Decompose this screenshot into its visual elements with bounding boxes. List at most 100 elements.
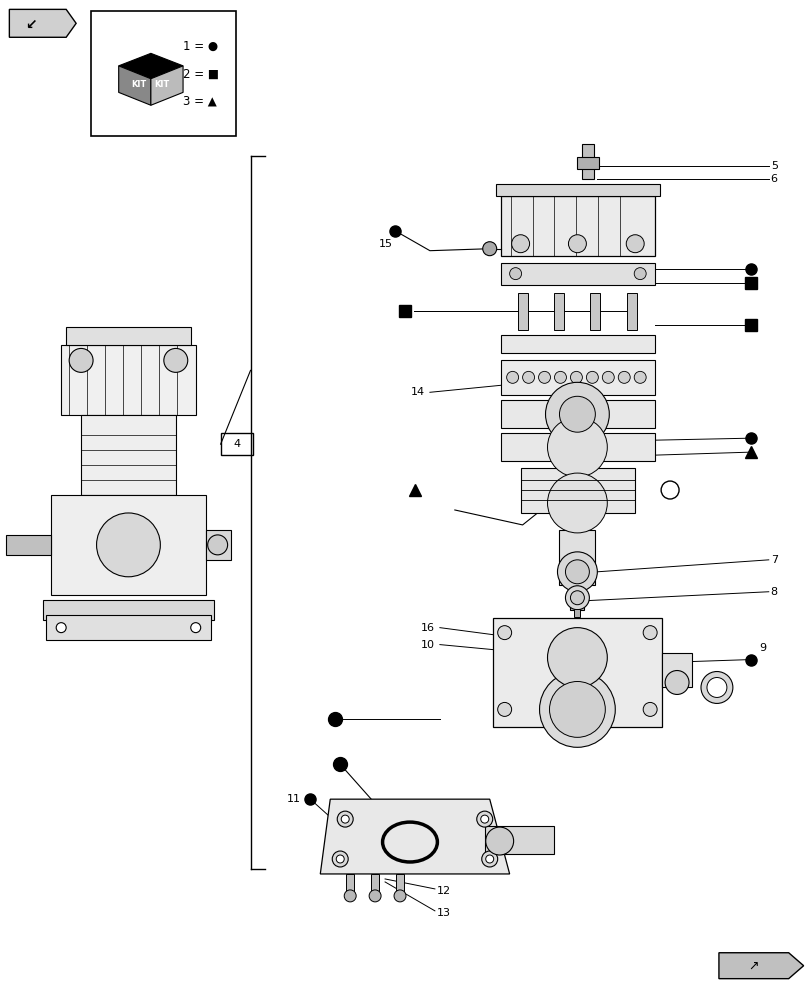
Bar xyxy=(570,592,584,610)
Circle shape xyxy=(481,851,497,867)
Circle shape xyxy=(633,371,646,383)
Circle shape xyxy=(69,348,93,372)
Circle shape xyxy=(485,827,513,855)
Circle shape xyxy=(564,586,589,610)
Text: 14: 14 xyxy=(410,387,424,397)
Circle shape xyxy=(56,623,66,633)
Circle shape xyxy=(337,811,353,827)
Bar xyxy=(51,495,205,595)
Bar xyxy=(554,293,564,330)
Text: 8: 8 xyxy=(770,587,777,597)
Circle shape xyxy=(602,371,614,383)
Bar xyxy=(500,335,654,353)
Bar xyxy=(581,144,594,179)
Polygon shape xyxy=(10,9,76,37)
Text: KIT: KIT xyxy=(131,80,146,89)
Bar xyxy=(661,653,691,687)
Circle shape xyxy=(341,815,349,823)
Circle shape xyxy=(497,626,511,640)
Bar xyxy=(396,874,404,896)
Polygon shape xyxy=(151,66,182,105)
Circle shape xyxy=(570,371,581,383)
Bar xyxy=(46,615,210,640)
Bar xyxy=(371,874,379,896)
Bar xyxy=(573,609,580,617)
Circle shape xyxy=(511,235,529,253)
Text: 9: 9 xyxy=(757,643,765,653)
Bar xyxy=(492,618,661,727)
Bar xyxy=(500,263,654,285)
Text: 16: 16 xyxy=(420,623,435,633)
Bar xyxy=(559,530,594,585)
Bar xyxy=(500,400,654,428)
Circle shape xyxy=(625,235,643,253)
Circle shape xyxy=(547,628,607,687)
Bar xyxy=(61,345,195,415)
Bar xyxy=(517,293,527,330)
Circle shape xyxy=(642,702,656,716)
Polygon shape xyxy=(118,66,151,105)
Text: ↗: ↗ xyxy=(748,959,758,972)
Polygon shape xyxy=(118,53,182,79)
Bar xyxy=(626,293,637,330)
Circle shape xyxy=(554,371,566,383)
Bar xyxy=(590,293,599,330)
Circle shape xyxy=(539,672,615,747)
Circle shape xyxy=(485,855,493,863)
Circle shape xyxy=(557,552,597,592)
Text: 13: 13 xyxy=(436,908,450,918)
Circle shape xyxy=(642,626,656,640)
Text: 7: 7 xyxy=(770,555,777,565)
Bar xyxy=(205,530,230,560)
Circle shape xyxy=(393,890,406,902)
Circle shape xyxy=(509,268,521,280)
Circle shape xyxy=(191,623,200,633)
Circle shape xyxy=(545,382,608,446)
Circle shape xyxy=(538,371,550,383)
Text: 10: 10 xyxy=(420,640,435,650)
Circle shape xyxy=(700,672,732,703)
Circle shape xyxy=(559,396,594,432)
Circle shape xyxy=(586,371,598,383)
Circle shape xyxy=(476,811,492,827)
Bar xyxy=(43,600,213,620)
Text: KIT: KIT xyxy=(154,80,169,89)
Circle shape xyxy=(97,513,160,577)
Circle shape xyxy=(617,371,629,383)
Bar xyxy=(500,360,654,395)
Text: 15: 15 xyxy=(379,239,393,249)
Circle shape xyxy=(336,855,344,863)
Text: ↙: ↙ xyxy=(25,18,37,32)
Bar xyxy=(577,157,599,169)
Bar xyxy=(221,433,252,455)
Circle shape xyxy=(506,371,518,383)
Circle shape xyxy=(208,535,227,555)
Polygon shape xyxy=(320,799,509,874)
Bar xyxy=(81,415,175,495)
Bar xyxy=(484,826,554,854)
Circle shape xyxy=(483,242,496,256)
Circle shape xyxy=(332,851,348,867)
Circle shape xyxy=(706,678,726,697)
Circle shape xyxy=(369,890,380,902)
Bar xyxy=(520,468,634,513)
Text: 6: 6 xyxy=(770,174,777,184)
Circle shape xyxy=(164,348,187,372)
Circle shape xyxy=(522,371,534,383)
Circle shape xyxy=(564,560,589,584)
Bar xyxy=(500,433,654,461)
Bar xyxy=(345,874,354,896)
Circle shape xyxy=(570,591,584,605)
Text: 3 = ▲: 3 = ▲ xyxy=(182,95,217,108)
Text: 12: 12 xyxy=(436,886,450,896)
Bar xyxy=(6,535,51,555)
Circle shape xyxy=(547,417,607,477)
Text: 11: 11 xyxy=(286,794,300,804)
Circle shape xyxy=(497,702,511,716)
Circle shape xyxy=(480,815,488,823)
Circle shape xyxy=(633,268,646,280)
Circle shape xyxy=(549,681,604,737)
Text: 4: 4 xyxy=(233,439,240,449)
Text: 2 = ■: 2 = ■ xyxy=(182,68,218,81)
Circle shape xyxy=(547,473,607,533)
